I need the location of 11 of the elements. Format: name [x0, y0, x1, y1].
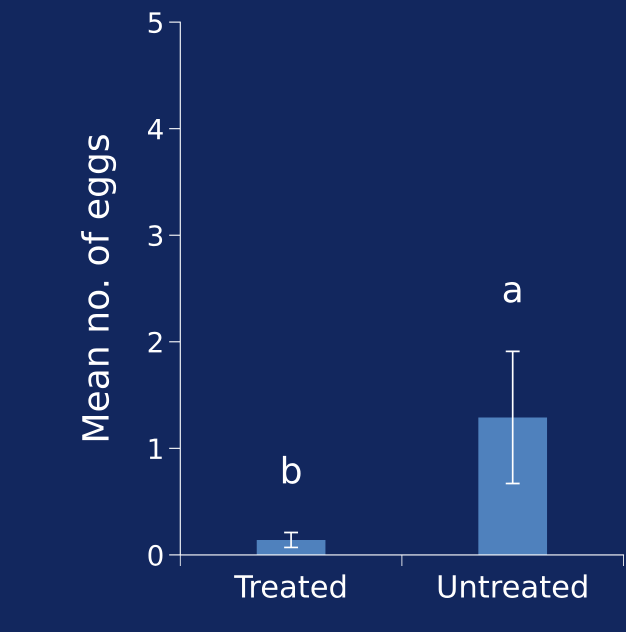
y-tick-label: 4 [148, 118, 163, 140]
x-tick-label: Treated [234, 574, 346, 598]
y-tick-label: 1 [150, 438, 162, 459]
y-tick-label: 2 [148, 332, 162, 352]
x-tick-label: Untreated [438, 574, 587, 598]
y-tick-label: 0 [148, 544, 162, 566]
y-tick-label: 5 [148, 12, 162, 34]
y-tick-label: 3 [148, 225, 162, 246]
annotation: b [282, 456, 301, 484]
y-axis-title: Mean no. of eggs [81, 135, 116, 440]
annotation: a [504, 282, 520, 303]
